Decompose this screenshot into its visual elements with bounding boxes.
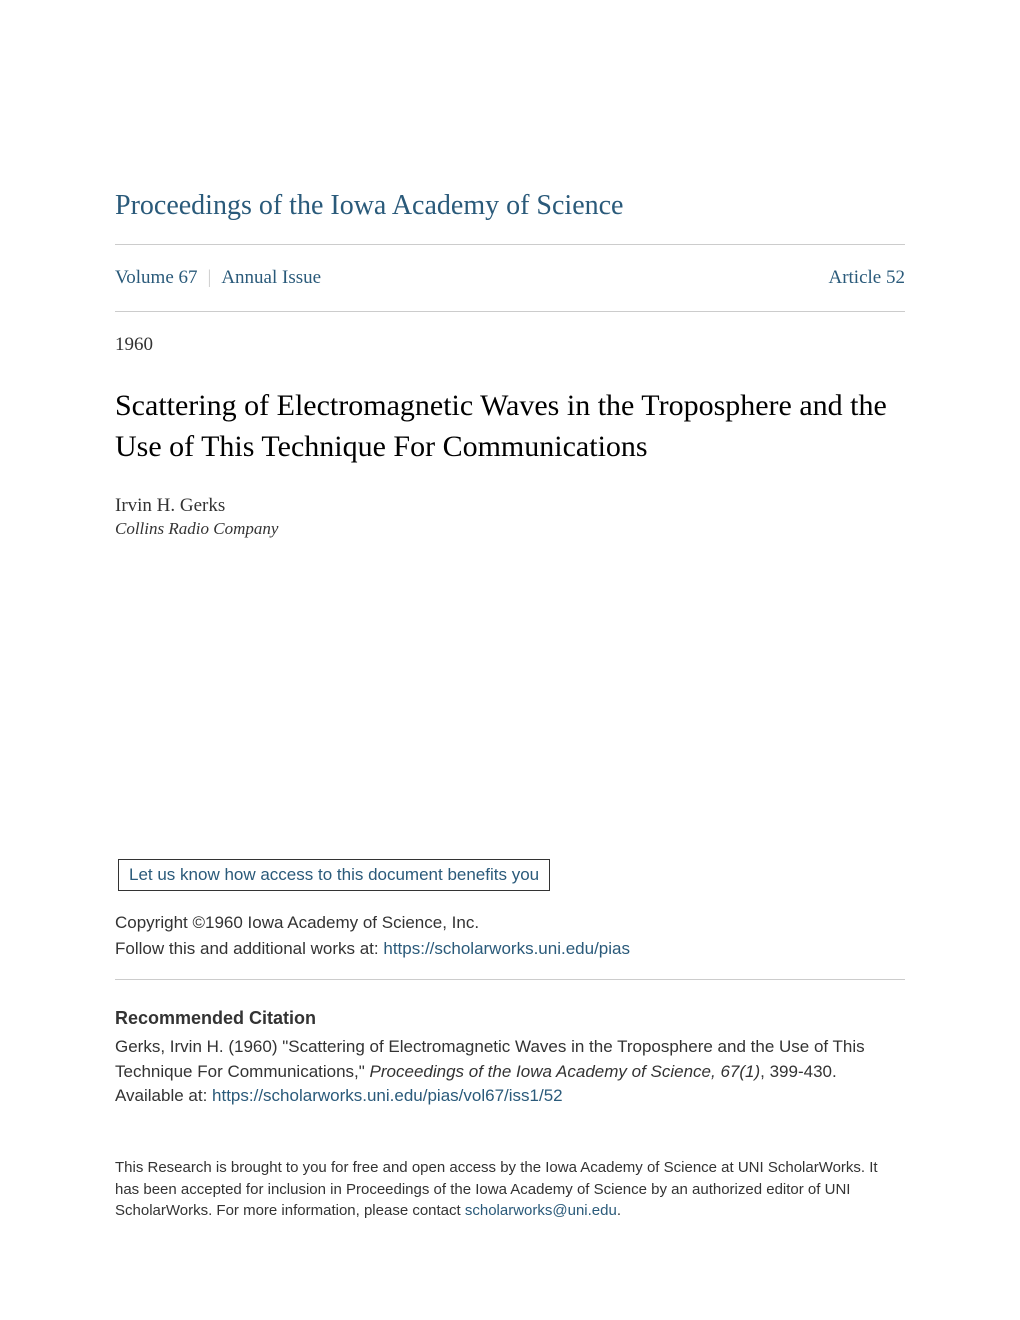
author-name: Irvin H. Gerks [115,495,905,517]
available-prefix: Available at: [115,1086,212,1105]
meta-separator: | [208,267,212,289]
follow-line: Follow this and additional works at: htt… [115,939,905,959]
meta-row: Volume 67 | Annual Issue Article 52 [115,245,905,311]
citation-text: Gerks, Irvin H. (1960) "Scattering of El… [115,1035,905,1109]
journal-title-link[interactable]: Proceedings of the Iowa Academy of Scien… [115,190,623,221]
journal-title: Proceedings of the Iowa Academy of Scien… [115,190,905,222]
footer-email-link[interactable]: scholarworks@uni.edu [465,1202,617,1219]
footer-text: This Research is brought to you for free… [115,1157,905,1222]
available-url-link[interactable]: https://scholarworks.uni.edu/pias/vol67/… [212,1086,563,1105]
author-affiliation: Collins Radio Company [115,519,905,539]
article-title: Scattering of Electromagnetic Waves in t… [115,386,905,467]
follow-prefix: Follow this and additional works at: [115,939,383,958]
publication-year: 1960 [115,334,905,356]
citation-part2: , 399-430. [760,1062,837,1081]
mid-divider [115,311,905,312]
copyright-text: Copyright ©1960 Iowa Academy of Science,… [115,913,905,933]
meta-left: Volume 67 | Annual Issue [115,267,321,289]
benefits-box: Let us know how access to this document … [118,859,550,891]
citation-heading: Recommended Citation [115,1008,905,1029]
citation-divider [115,979,905,980]
footer-part2: . [617,1202,621,1219]
benefits-link[interactable]: Let us know how access to this document … [129,865,539,884]
issue-link[interactable]: Annual Issue [221,267,321,289]
article-number-link[interactable]: Article 52 [828,267,905,289]
follow-url-link[interactable]: https://scholarworks.uni.edu/pias [383,939,630,958]
citation-italic: Proceedings of the Iowa Academy of Scien… [370,1062,761,1081]
volume-link[interactable]: Volume 67 [115,267,198,289]
